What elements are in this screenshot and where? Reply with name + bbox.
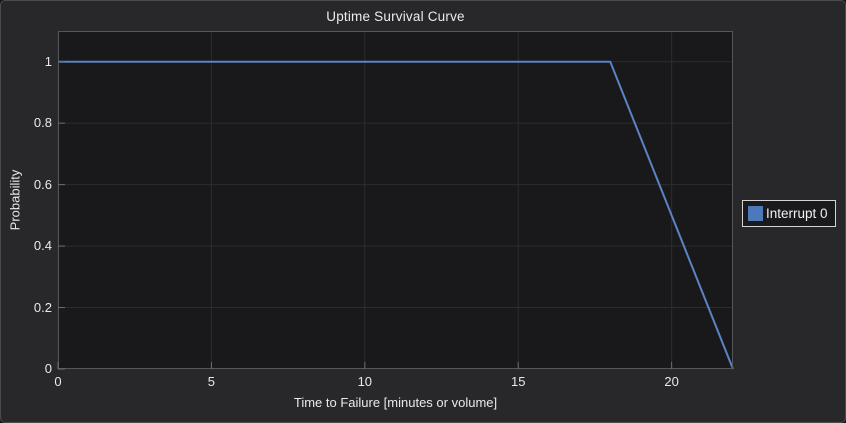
y-tick-label: 0 [44,361,52,376]
x-tick-label: 5 [207,374,216,389]
x-tick-label: 15 [510,374,526,389]
y-tick-label: 1 [44,53,52,69]
legend-entry-label: Interrupt 0 [766,206,828,221]
axis-frame [58,31,733,369]
x-tick-label: 20 [664,374,679,389]
y-tick-label: 0.4 [33,238,52,254]
x-tick-label: 10 [357,374,373,389]
plot-background [58,31,733,369]
series-line [58,60,734,370]
y-tick-label: 0.8 [33,115,52,131]
y-tick-label: 0.2 [33,299,52,315]
x-axis-label: Time to Failure [minutes or volume] [293,395,498,410]
chart-title: Uptime Survival Curve [326,9,465,24]
legend-swatch-icon [748,206,763,221]
y-axis-label: Probability [7,169,23,231]
y-tick-label: 0.6 [33,176,52,192]
legend[interactable]: Interrupt 0 [742,200,836,227]
x-tick-label: 0 [54,374,62,389]
